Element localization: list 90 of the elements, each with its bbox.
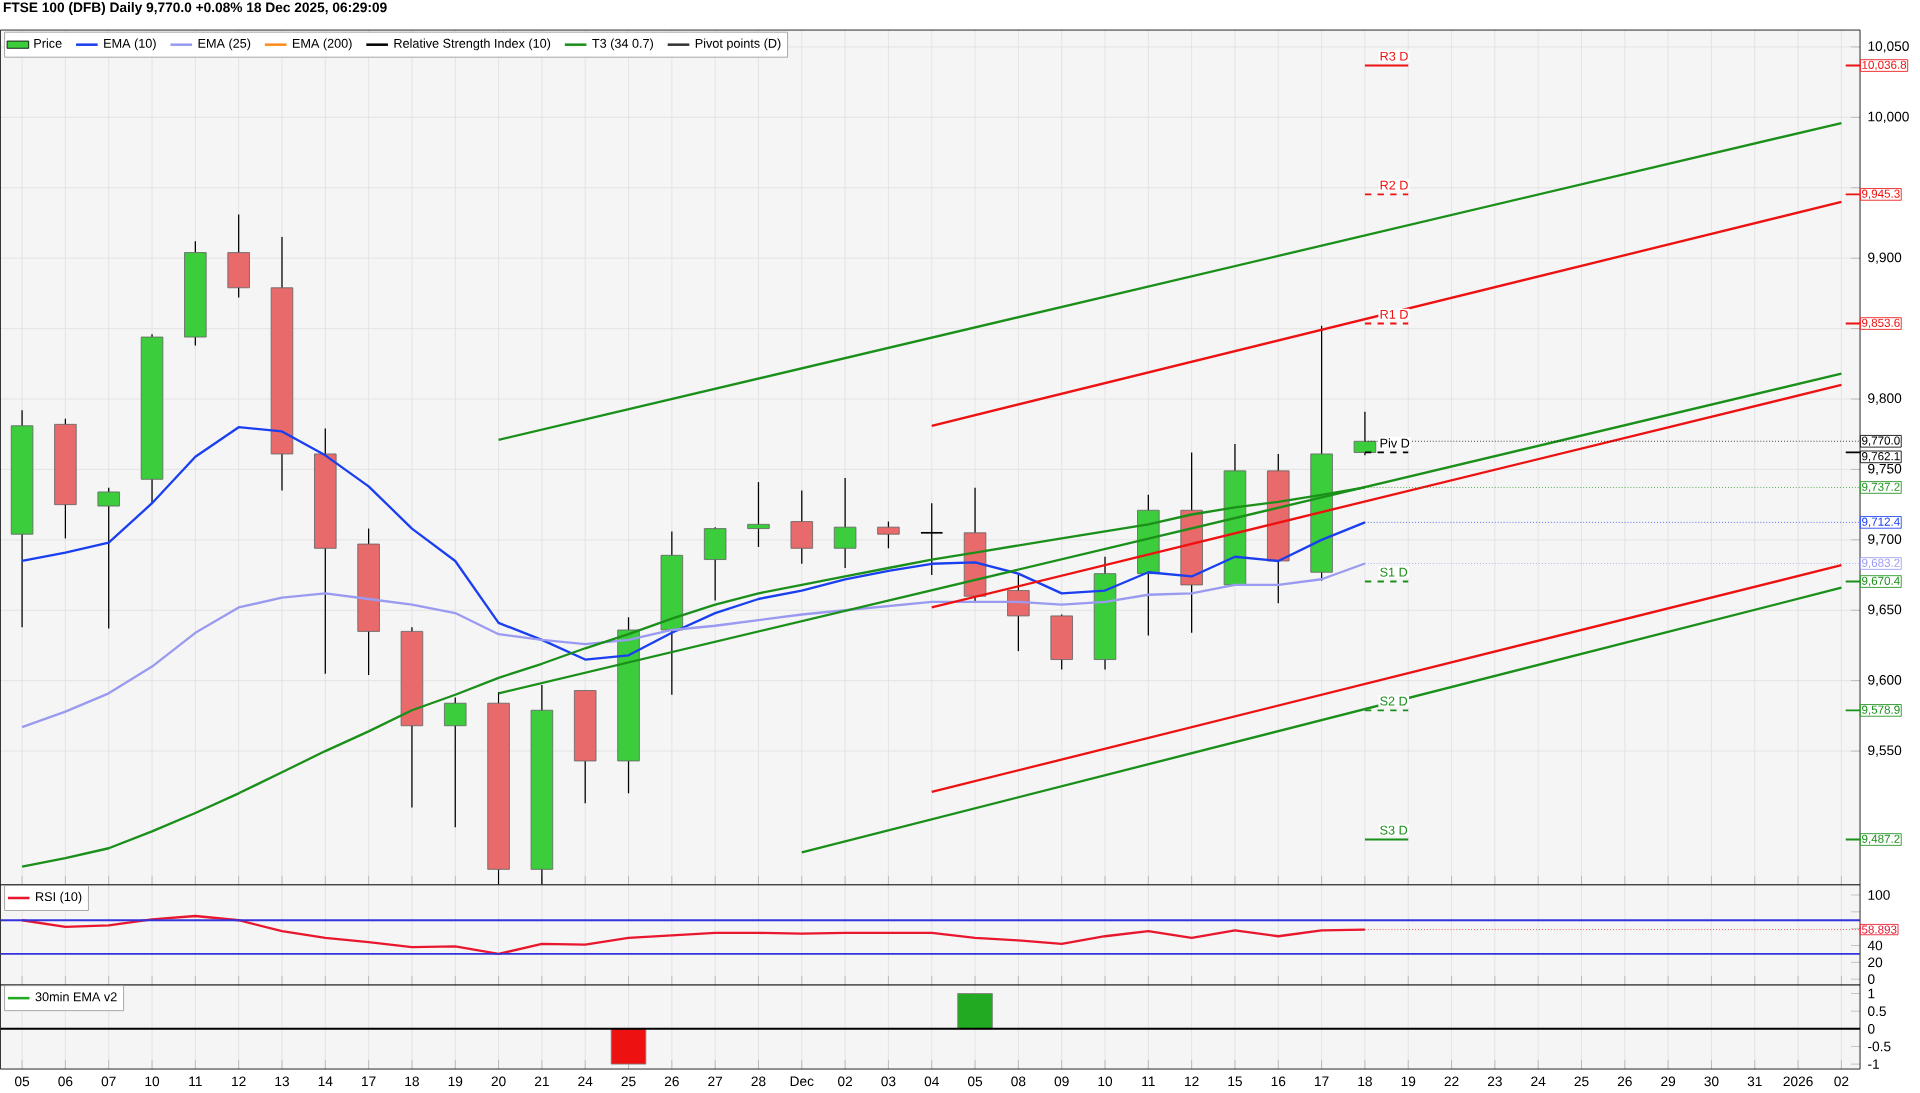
legend-label: Pivot points (D) — [695, 38, 781, 51]
y-tick-label: 1 — [1868, 988, 1875, 999]
x-tick-label: 26 — [664, 1076, 679, 1087]
x-tick-label: 08 — [1011, 1076, 1026, 1087]
ref-line-label: R1 D — [1380, 309, 1408, 319]
ref-line-label: 9,762.1 — [1862, 451, 1900, 462]
x-tick-label: 28 — [751, 1076, 766, 1087]
y-tick-label: 9,650 — [1868, 604, 1902, 616]
legend-label: EMA (25) — [198, 38, 251, 51]
ref-line-label: R2 D — [1380, 180, 1408, 190]
y-tick-label: -1 — [1868, 1059, 1879, 1069]
x-tick-label: 12 — [1185, 1076, 1199, 1086]
data-label: 58.893 — [1861, 925, 1897, 934]
y-tick-label: 9,700 — [1868, 534, 1902, 546]
x-tick-label: 10 — [145, 1076, 160, 1087]
x-tick-label: Dec — [790, 1076, 814, 1086]
legend-label: T3 (34 0.7) — [592, 38, 653, 51]
legend-label: 30min EMA v2 — [35, 991, 117, 1002]
x-tick-label: 03 — [881, 1076, 896, 1087]
x-tick-label: 02 — [1834, 1076, 1849, 1087]
y-tick-label: 10,050 — [1868, 41, 1909, 53]
x-tick-label: 21 — [534, 1076, 549, 1086]
x-tick-label: 05 — [14, 1076, 30, 1087]
text: 9,770.0 — [1862, 436, 1900, 446]
x-tick-label: 25 — [621, 1076, 636, 1087]
legend-label: RSI (10) — [36, 891, 82, 904]
x-tick-label: 30 — [1704, 1076, 1719, 1087]
x-tick-label: 14 — [318, 1076, 333, 1086]
x-tick-label: 02 — [838, 1076, 853, 1087]
ref-line-label: S3 D — [1380, 825, 1408, 835]
y-tick-label: 9,750 — [1868, 463, 1902, 475]
y-tick-label: 9,600 — [1868, 674, 1902, 687]
x-tick-label: 11 — [1142, 1076, 1155, 1086]
ref-line-label: 9,945.3 — [1862, 189, 1900, 200]
x-tick-label: 19 — [448, 1076, 463, 1087]
ref-line-label: 9,578.9 — [1862, 705, 1900, 716]
y-tick-label: 0 — [1868, 1023, 1875, 1034]
y-tick-label: 9,900 — [1868, 252, 1902, 264]
x-tick-label: 24 — [578, 1076, 593, 1086]
x-tick-label: 17 — [362, 1076, 376, 1086]
y-tick-label: 10,000 — [1868, 111, 1909, 123]
y-tick-label: 100 — [1868, 890, 1890, 900]
y-tick-label: 0.5 — [1868, 1006, 1886, 1016]
y-tick-label: 0 — [1868, 974, 1875, 984]
x-tick-label: 11 — [189, 1076, 202, 1086]
x-tick-label: 13 — [275, 1076, 289, 1087]
x-tick-label: 29 — [1661, 1076, 1676, 1087]
x-tick-label: 12 — [232, 1076, 246, 1086]
x-tick-label: 17 — [1315, 1076, 1329, 1086]
x-tick-label: 16 — [1271, 1076, 1286, 1087]
y-tick-label: 9,800 — [1868, 393, 1902, 405]
y-tick-label: 9,550 — [1868, 745, 1902, 757]
x-tick-label: 20 — [491, 1076, 506, 1087]
x-tick-label: 19 — [1401, 1076, 1416, 1087]
x-tick-label: 07 — [101, 1076, 116, 1087]
ref-line-label: R3 D — [1380, 51, 1408, 61]
x-tick-label: 31 — [1747, 1076, 1762, 1087]
ref-line-label: Piv D — [1380, 438, 1410, 448]
y-tick-label: 40 — [1867, 940, 1883, 951]
ref-line-label: S2 D — [1380, 696, 1408, 706]
ref-line-label: 9,853.6 — [1862, 318, 1900, 329]
data-label: 9,737.2 — [1862, 482, 1900, 493]
x-tick-label: 24 — [1531, 1076, 1546, 1086]
x-tick-label: 18 — [1358, 1076, 1372, 1087]
x-tick-label: 2026 — [1783, 1076, 1813, 1087]
legend-label: Relative Strength Index (10) — [394, 38, 551, 51]
data-label: 9,712.4 — [1862, 517, 1900, 528]
legend-label: EMA (10) — [104, 38, 156, 51]
x-tick-label: 23 — [1487, 1076, 1502, 1087]
x-tick-label: 22 — [1444, 1076, 1459, 1086]
x-tick-label: 18 — [405, 1076, 419, 1087]
ref-line-label: S1 D — [1380, 567, 1408, 577]
x-tick-label: 25 — [1574, 1076, 1589, 1087]
x-tick-label: 26 — [1617, 1076, 1632, 1087]
ref-line-label: 9,487.2 — [1862, 834, 1900, 845]
x-tick-label: 09 — [1054, 1076, 1069, 1087]
x-tick-label: 05 — [967, 1076, 983, 1087]
chart-title: FTSE 100 (DFB) Daily 9,770.0 +0.08% 18 Dec 2025, 06:29:09 — [3, 2, 387, 15]
x-tick-label: 15 — [1228, 1076, 1243, 1086]
x-tick-label: 04 — [924, 1076, 939, 1087]
ref-line-label: 9,670.4 — [1862, 576, 1900, 587]
y-tick-label: 20 — [1868, 957, 1883, 968]
x-tick-label: 27 — [708, 1076, 723, 1086]
y-tick-label: -0.5 — [1868, 1041, 1891, 1052]
x-tick-label: 06 — [58, 1076, 73, 1087]
x-tick-label: 10 — [1098, 1076, 1113, 1087]
legend-label: Price — [34, 38, 62, 48]
legend-label: EMA (200) — [292, 38, 352, 51]
ref-line-label: 10,036.8 — [1862, 60, 1907, 71]
data-label: 9,683.2 — [1862, 558, 1900, 569]
